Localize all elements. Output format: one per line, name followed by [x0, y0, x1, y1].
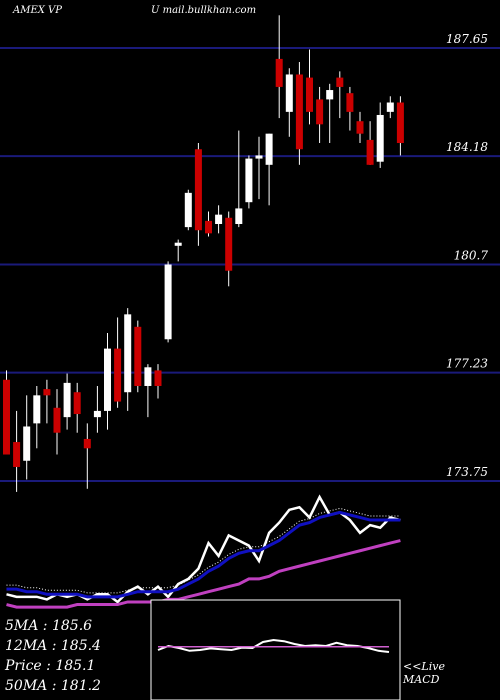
candle-up [285, 74, 293, 112]
candle-up [33, 395, 41, 424]
candle-down [366, 139, 374, 165]
indicator-lines [6, 494, 401, 609]
candle-down [134, 326, 142, 386]
macd-panel [150, 599, 401, 700]
candle-down [346, 93, 354, 112]
macd-line [157, 638, 390, 653]
price-readout: Price : 185.1 [5, 658, 96, 674]
candle-up [376, 114, 384, 162]
candle-up [104, 348, 111, 411]
source-label: U mail.bullkhan.com [151, 5, 257, 16]
dotted-ma-line [6, 507, 401, 594]
candle-down [295, 74, 303, 150]
price-tick-labels: 187.65 184.18 180.7 177.23 173.75 [446, 32, 488, 479]
candle-down [83, 438, 91, 449]
live-label: <<Live [403, 660, 445, 673]
y-tick-label: 184.18 [446, 140, 488, 154]
macd-label: <<Live MACD [403, 660, 445, 686]
candlesticks [3, 15, 404, 492]
candle-up [124, 314, 132, 393]
candle-up [93, 410, 101, 418]
ma5-readout: 5MA : 185.6 [5, 618, 93, 634]
price-gridlines [0, 47, 500, 482]
ma50-readout: 50MA : 181.2 [5, 678, 101, 694]
candle-down [275, 58, 283, 87]
candle-down [43, 389, 51, 396]
candle-up [245, 158, 253, 203]
candle-down [205, 220, 212, 234]
candle-up [326, 90, 334, 100]
candle-up [144, 367, 152, 386]
candle-down [316, 99, 324, 125]
candle-down [396, 102, 404, 144]
candle-down [3, 379, 10, 455]
y-tick-label: 173.75 [446, 465, 488, 479]
candle-up [63, 382, 71, 418]
candle-up [235, 208, 243, 225]
y-tick-label: 180.7 [454, 249, 489, 263]
candle-up [255, 155, 263, 159]
y-tick-label: 177.23 [446, 357, 488, 371]
candle-down [13, 442, 21, 467]
candle-up [265, 133, 273, 165]
macd-name: MACD [403, 673, 440, 686]
candle-up [184, 192, 192, 228]
ma12-readout: 12MA : 185.4 [5, 638, 101, 654]
candle-down [225, 217, 233, 271]
y-tick-label: 187.65 [446, 32, 488, 46]
mid-ma-line [6, 510, 401, 599]
stats-panel: 5MA : 185.6 12MA : 185.4 Price : 185.1 5… [5, 616, 101, 696]
candle-down [73, 392, 81, 415]
candle-up [23, 426, 31, 461]
candle-up [386, 102, 394, 112]
candle-down [53, 407, 61, 433]
candle-up [215, 214, 223, 225]
candle-up [174, 242, 182, 246]
symbol-label: AMEX VP [13, 5, 63, 16]
candle-up [164, 264, 172, 340]
candle-down [114, 348, 122, 402]
candle-down [336, 77, 344, 87]
candle-down [194, 149, 202, 231]
candle-down [154, 370, 162, 386]
candle-down [306, 77, 313, 112]
slow-ma-line [6, 539, 401, 609]
candle-down [356, 121, 364, 134]
